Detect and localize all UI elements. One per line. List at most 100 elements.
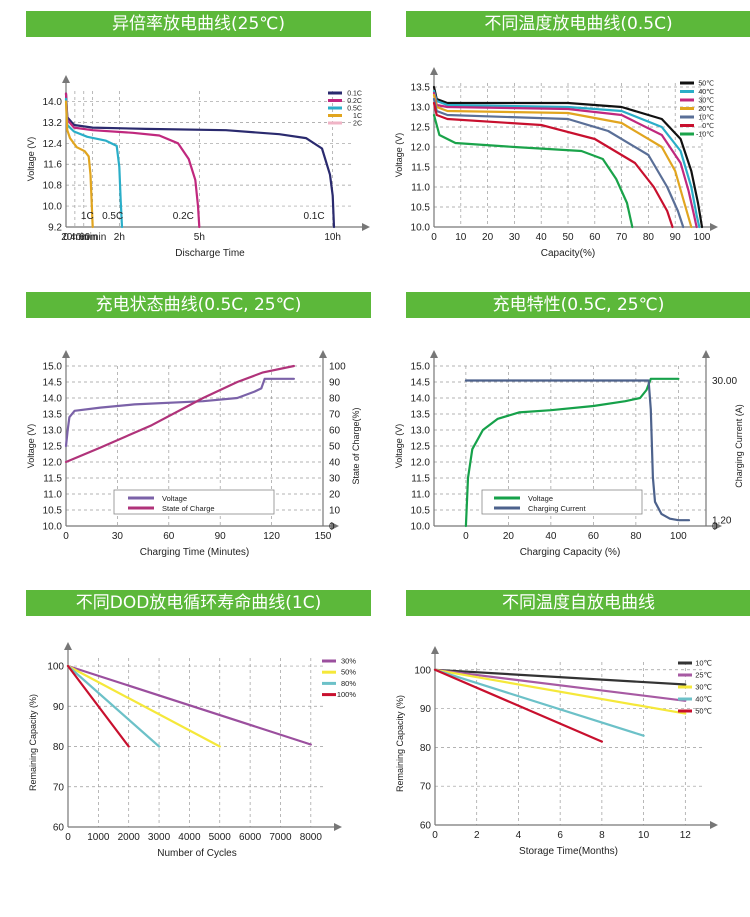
x-tick-label: 7000: [269, 832, 292, 843]
y-tick-label: 60: [53, 823, 65, 834]
legend-swatch: [680, 90, 694, 93]
series-line: [64, 97, 124, 229]
y2-tick-label: 70: [329, 410, 341, 421]
y-tick-label: 100: [47, 662, 64, 673]
x-tick-label: 5000: [209, 832, 232, 843]
x-tick-label: 3000: [148, 832, 171, 843]
x-tick-label: 0: [63, 232, 69, 243]
x-tick-label: 2000: [118, 832, 141, 843]
series-line: [64, 377, 295, 448]
y-tick-label: 11.5: [43, 474, 62, 485]
y-axis-label: Remaining Capacity (%): [28, 694, 38, 791]
x-tick-label: 0: [463, 531, 469, 542]
y-axis-arrow: [62, 350, 70, 358]
self-discharge-chart: 60 70 80 90 100 0 2 4 6 8 10 12 Storage Time(Months)…: [395, 646, 718, 857]
x-tick-label: 8: [599, 830, 605, 841]
y-tick-label: 12.5: [43, 442, 63, 453]
series-line: [432, 97, 685, 229]
legend-label: 10℃: [698, 115, 714, 122]
y-tick-label: 80: [53, 742, 65, 753]
y-tick-label: 80: [420, 743, 432, 754]
x-tick-label: 60: [163, 531, 175, 542]
y2-tick-label: 40: [329, 458, 341, 469]
x-tick-label: 90: [215, 531, 227, 542]
x-tick-label: 80: [630, 531, 642, 542]
y-axis-label: Voltage (V): [394, 133, 404, 178]
legend-label: 30℃: [695, 683, 712, 692]
y-tick-label: 11.0: [43, 490, 62, 501]
x-tick-label: 40: [545, 531, 557, 542]
legend-swatch: [328, 99, 342, 102]
y-tick-label: 9.2: [48, 223, 62, 234]
legend-label: 0.5C: [347, 106, 362, 113]
legend-label: 25℃: [695, 671, 712, 680]
panel-self-discharge: 不同温度自放电曲线 60 70 80 90 100 0 2 4 6 8 10 12 Storage Ti…: [395, 590, 750, 880]
y-tick-label: 13.5: [411, 83, 431, 94]
legend-label: 50℃: [695, 707, 712, 716]
y-tick-label: 10.8: [43, 181, 63, 192]
y-tick-label: 14.5: [411, 378, 431, 389]
legend-label: 30℃: [698, 98, 714, 105]
legend-swatch: [680, 132, 694, 136]
series-line: [64, 92, 336, 229]
legend-label: 50%: [341, 668, 356, 677]
series-line: [66, 664, 161, 748]
y-tick-label: 10.0: [43, 202, 63, 213]
y-tick-label: 13.0: [411, 103, 431, 114]
chart-title-banner: 不同温度自放电曲线: [406, 590, 750, 616]
y2-tick-label: 80: [329, 394, 341, 405]
y-axis-arrow: [62, 75, 70, 83]
y2-tick-label: 30: [329, 474, 341, 485]
series-line: [432, 91, 698, 229]
legend-label: 0.2C: [347, 98, 362, 105]
chart-title-banner: 不同DOD放电循环寿命曲线(1C): [26, 590, 371, 616]
series-line: [432, 101, 674, 229]
x-axis-label: Capacity(%): [541, 248, 595, 259]
y2-tick-label: 10: [329, 506, 341, 517]
y-tick-label: 13.0: [411, 426, 431, 437]
y-tick-label: 90: [53, 702, 65, 713]
y-axis-label: Voltage (V): [26, 424, 36, 469]
legend-label: 80%: [341, 679, 356, 688]
x-axis-label: Discharge Time: [175, 248, 245, 259]
x-tick-label: 30: [509, 232, 521, 243]
series-line: [432, 113, 634, 229]
chart-title-banner: 不同温度放电曲线(0.5C): [406, 11, 750, 37]
x-axis-label: Storage Time(Months): [519, 846, 618, 857]
series-line: [432, 93, 693, 229]
x-tick-label: 10: [455, 232, 467, 243]
temperature-discharge-chart: 10.0 10.5 11.0 11.5 12.0 12.5 13.0 13.5 0 10 20 30 4…: [394, 67, 718, 259]
x-tick-label: 2h: [114, 232, 125, 243]
legend-label: 2C: [353, 121, 362, 128]
x-axis-label: Charging Time (Minutes): [140, 547, 249, 558]
x-axis-arrow: [331, 522, 339, 530]
x-tick-label: 10h: [324, 232, 341, 243]
series-line: [64, 100, 94, 229]
y-axis-arrow: [430, 350, 438, 358]
y-tick-label: 12.5: [411, 123, 431, 134]
legend-swatch: [328, 91, 342, 95]
x-axis-arrow: [710, 223, 718, 231]
y-tick-label: 15.0: [411, 362, 431, 373]
y-tick-label: 10.0: [411, 223, 431, 234]
y-tick-label: 100: [414, 665, 431, 676]
x-tick-label: 100: [670, 531, 687, 542]
series-line: [433, 668, 603, 743]
charge-state-chart: 10.0 10.5 11.0 11.5 12.0 12.5 13.0 13.5 14.0 14.5…: [26, 350, 361, 558]
y-tick-label: 12.5: [411, 442, 431, 453]
legend-swatch: [328, 106, 342, 110]
x-tick-label: 60: [588, 531, 600, 542]
legend-swatch: [322, 693, 336, 697]
y-axis-arrow: [430, 67, 438, 75]
x-axis-arrow: [334, 823, 342, 831]
chart-title-banner: 充电特性(0.5C, 25℃): [406, 292, 750, 318]
panel-rate-discharge: 异倍率放电曲线(25℃) 9.2 10.0 10.8 11.6 12.4 13.2 14.0…: [26, 11, 371, 301]
legend-swatch: [678, 661, 692, 665]
y-axis-label: Remaining Capacity (%): [395, 695, 405, 792]
y2-tick-label: 50: [329, 442, 341, 453]
y-tick-label: 10.0: [43, 522, 63, 533]
x-tick-label: 2: [474, 830, 480, 841]
x-tick-label: 40min: [70, 232, 97, 243]
legend-box: [481, 489, 643, 515]
